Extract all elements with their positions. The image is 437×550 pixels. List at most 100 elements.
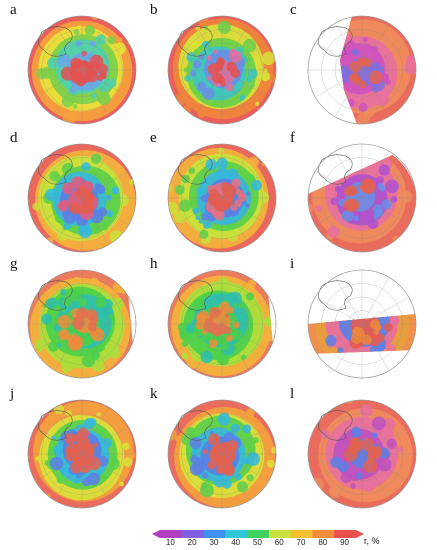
map-panel-c: c: [288, 2, 428, 130]
colorbar-tick-label: 20: [187, 538, 197, 547]
data-blob: [201, 40, 210, 49]
data-blob: [346, 185, 358, 196]
colorbar-segment: [160, 530, 183, 538]
data-blob: [119, 481, 125, 487]
data-blob: [353, 429, 362, 438]
data-blob: [208, 339, 218, 348]
data-blob: [385, 179, 399, 194]
map-panel-d: d: [8, 130, 148, 258]
data-blob: [57, 200, 69, 212]
data-blob: [107, 78, 117, 88]
data-blob: [231, 178, 241, 188]
colorbar-tick-label: 30: [209, 538, 219, 547]
data-blob: [64, 433, 76, 445]
colorbar-tick-label: 90: [340, 538, 350, 547]
data-blob: [62, 297, 72, 307]
data-blob: [234, 199, 243, 207]
data-blob: [42, 303, 47, 309]
panel-label: e: [150, 130, 157, 146]
data-blob: [184, 74, 192, 82]
data-blob: [343, 198, 357, 212]
data-blob: [372, 416, 386, 431]
data-blob: [202, 449, 208, 455]
data-blob: [217, 412, 231, 426]
data-blob: [217, 76, 226, 84]
data-blob: [216, 323, 228, 335]
map-panel-l: l: [288, 386, 428, 514]
polar-map-e: [167, 143, 277, 253]
data-blob: [71, 62, 76, 67]
data-blob: [89, 457, 94, 462]
data-blob: [361, 334, 372, 345]
data-blob: [56, 56, 68, 68]
data-blob: [35, 456, 40, 461]
data-blob: [241, 354, 247, 360]
colorbar-tick-label: 60: [274, 538, 284, 547]
map-panel-k: k: [148, 386, 288, 514]
data-blob: [106, 210, 114, 218]
data-blob: [90, 93, 97, 99]
data-blob: [337, 461, 349, 473]
data-blob: [222, 184, 237, 199]
data-blob: [195, 319, 206, 330]
colorbar-tick-label: 40: [231, 538, 241, 547]
data-blob: [260, 71, 271, 82]
data-blob: [82, 477, 92, 487]
data-blob: [233, 321, 240, 329]
data-blob: [88, 323, 97, 332]
panel-label: a: [10, 2, 17, 18]
data-blob: [351, 49, 356, 55]
data-blob: [19, 193, 28, 202]
data-blob: [53, 404, 65, 415]
data-blob: [251, 272, 262, 283]
data-blob: [397, 446, 404, 453]
data-blob: [327, 225, 340, 238]
data-blob: [350, 483, 356, 489]
data-blob: [73, 29, 80, 35]
map-panel-i: i: [288, 256, 428, 384]
data-blob: [73, 447, 79, 453]
data-blob: [81, 50, 87, 57]
colorbar-segment: [334, 530, 357, 538]
panel-label: i: [290, 256, 295, 272]
data-blob: [254, 101, 260, 106]
data-blob: [246, 77, 252, 83]
data-blob: [210, 454, 219, 463]
polar-map-h: [167, 269, 277, 379]
data-blob: [189, 70, 197, 77]
colorbar-tick-label: 10: [165, 538, 175, 547]
data-blob: [75, 40, 82, 47]
data-blob: [215, 436, 220, 441]
data-blob: [111, 186, 120, 195]
data-blob: [308, 202, 314, 214]
panel-label: b: [150, 2, 158, 18]
colorbar-tick-label: 50: [253, 538, 262, 547]
data-blob: [337, 347, 344, 354]
data-blob: [247, 68, 258, 79]
coastline: [38, 154, 73, 185]
data-blob: [106, 194, 113, 201]
data-blob: [181, 340, 189, 347]
data-blob: [128, 179, 135, 185]
data-blob: [208, 433, 220, 446]
data-blob: [78, 437, 91, 450]
map-panel-h: h: [148, 256, 288, 384]
data-blob: [80, 188, 93, 200]
map-panel-f: f: [288, 130, 428, 258]
coastline: [318, 154, 353, 185]
data-blob: [200, 337, 205, 342]
data-blob: [366, 453, 376, 463]
data-blob: [213, 49, 219, 54]
data-blob: [96, 412, 101, 417]
data-blob: [392, 235, 399, 243]
colorbar-tick-label: 70: [296, 538, 306, 547]
data-blob: [65, 443, 80, 457]
colorbar-max-arrow: [356, 530, 364, 538]
data-blob: [263, 68, 268, 73]
data-blob: [356, 472, 363, 480]
data-blob: [168, 178, 170, 186]
data-blob: [57, 314, 72, 329]
coastline: [178, 280, 213, 311]
data-blob: [168, 202, 179, 215]
polar-map-i: [307, 269, 417, 379]
